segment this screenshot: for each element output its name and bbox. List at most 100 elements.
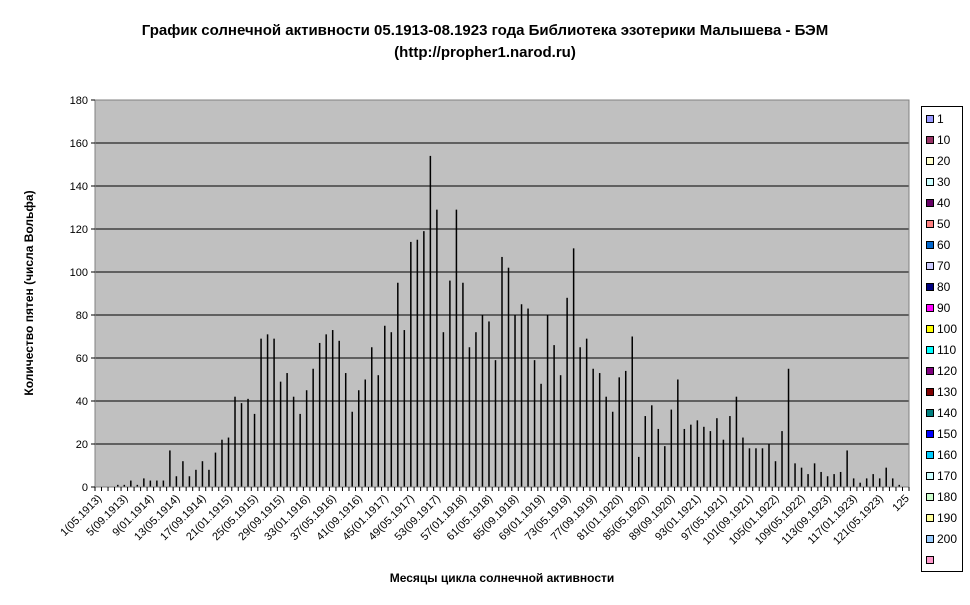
bar: [852, 478, 855, 487]
legend-item: 120: [926, 364, 957, 378]
legend-swatch: [926, 450, 934, 459]
legend-swatch: [926, 240, 934, 249]
legend-swatch: [926, 534, 934, 543]
bar: [162, 480, 165, 487]
bar: [761, 448, 764, 487]
legend-item: 20: [926, 154, 950, 168]
bar: [540, 383, 542, 487]
bar: [644, 416, 647, 487]
y-tick-labels: 0 20 40 60 80 100 120 140 160 180: [70, 95, 95, 494]
legend-item: 140: [926, 406, 957, 420]
bar: [488, 321, 490, 487]
plot-border: [94, 99, 910, 488]
bar: [624, 370, 627, 487]
bar: [344, 373, 347, 487]
bar: [436, 209, 438, 487]
legend-item: 70: [926, 259, 950, 273]
legend-item: 150: [926, 427, 957, 441]
bar: [475, 332, 477, 487]
bar: [546, 315, 549, 487]
bar: [514, 315, 516, 487]
bar: [507, 267, 510, 487]
bar: [664, 446, 666, 487]
bar: [390, 332, 393, 487]
legend-label: 50: [937, 217, 951, 231]
legend-label: 60: [937, 238, 951, 252]
legend-label: 140: [937, 406, 958, 420]
legend-item: 80: [926, 280, 950, 294]
legend-item: 170: [926, 469, 957, 483]
bar: [501, 256, 503, 487]
bar: [136, 484, 139, 487]
bar: [182, 461, 184, 487]
chart-subtitle: (http://propher1.narod.ru): [394, 44, 576, 61]
bar: [787, 368, 790, 487]
legend-item: 40: [926, 196, 950, 210]
axes: [94, 99, 910, 491]
bar: [371, 347, 373, 487]
bars: [117, 155, 900, 487]
bar: [449, 280, 451, 487]
legend-item: 110: [926, 343, 956, 357]
legend-swatch: [926, 492, 934, 501]
bar: [494, 360, 497, 487]
legend-swatch: [926, 156, 934, 165]
bar: [611, 411, 614, 487]
y-tick-label: 160: [70, 138, 88, 150]
legend-label: 130: [937, 385, 958, 399]
bar: [729, 416, 731, 487]
y-tick-label: 80: [76, 310, 88, 322]
legend-item: 90: [926, 301, 950, 315]
legend-swatch: [926, 114, 934, 123]
bar: [722, 439, 725, 487]
bar: [201, 461, 204, 487]
legend-label: 10: [937, 133, 951, 147]
legend-swatch: [926, 303, 934, 312]
legend-label: 200: [937, 532, 958, 546]
bar: [709, 431, 712, 487]
bar: [794, 463, 796, 487]
legend-swatch: [926, 408, 934, 417]
bar: [234, 396, 236, 487]
bar: [657, 428, 660, 487]
bar: [338, 340, 340, 487]
bar: [299, 413, 301, 487]
bar: [423, 231, 425, 487]
bar: [638, 456, 640, 487]
bar: [377, 375, 380, 487]
bar: [403, 330, 406, 487]
bar: [846, 450, 848, 487]
bar: [208, 469, 210, 487]
legend-item: 130: [926, 385, 957, 399]
legend-swatch: [926, 135, 934, 144]
bar: [898, 484, 900, 487]
bar: [631, 336, 633, 487]
legend-item: 1: [926, 112, 944, 126]
chart-title: График солнечной активности 05.1913-08.1…: [141, 22, 829, 39]
y-tick-label: 40: [76, 396, 88, 408]
bar: [455, 209, 458, 487]
bar: [149, 480, 152, 487]
bar: [826, 476, 829, 487]
bar: [331, 330, 334, 487]
legend-swatch: [926, 177, 934, 186]
legend-swatch: [926, 471, 934, 480]
x-tick-labels: 1(05.1913)5(09.1913)9(01.1914)13(05.1914…: [58, 493, 912, 548]
legend-swatch: [926, 219, 934, 228]
x-axis-label: Месяцы цикла солнечной активности: [390, 571, 615, 585]
y-tick-label: 100: [70, 267, 88, 279]
legend-item: 180: [926, 490, 957, 504]
bar: [292, 396, 295, 487]
legend-label: 110: [937, 343, 957, 357]
bar: [807, 474, 809, 487]
bar: [397, 282, 399, 487]
bar: [768, 444, 770, 487]
bar: [468, 347, 471, 487]
bar: [598, 373, 601, 487]
bar: [553, 345, 555, 487]
legend-item: 10: [926, 133, 950, 147]
bar: [566, 297, 568, 487]
bar: [572, 248, 575, 487]
bar: [130, 480, 132, 487]
